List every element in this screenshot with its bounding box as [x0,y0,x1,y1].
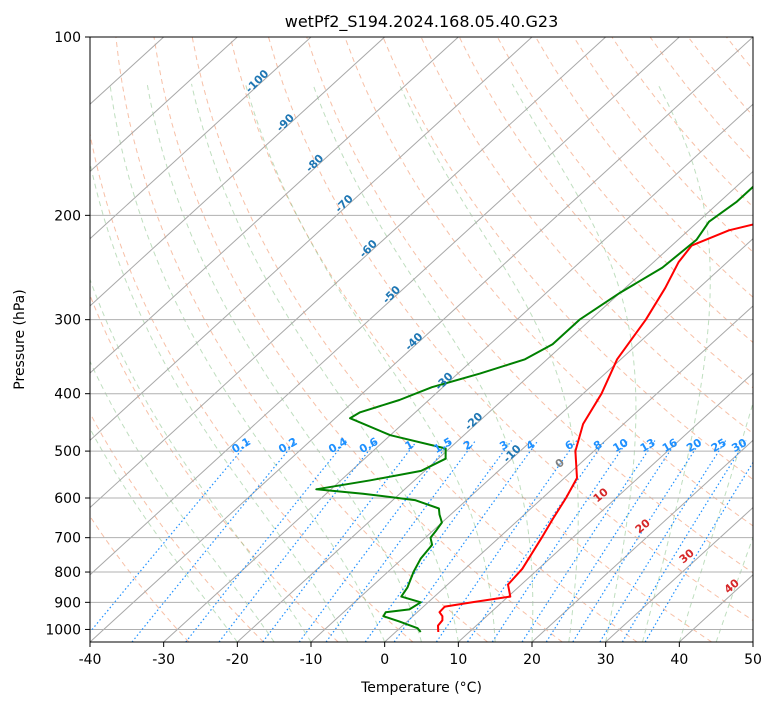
mixing-ratio-line [621,440,747,642]
axis-ticks: -40 -30 -20 -10 0 10 20 30 40 50 1000 900 800 700 600 5… [45,30,762,668]
mixing-ratio-line [466,440,606,642]
mixing-ratio-line [572,440,702,642]
dry-adiabat-line [191,37,638,642]
isotherm-line [90,37,312,240]
mixing-ratio-lines [90,440,753,642]
plot-frame [89,36,754,643]
x-tick-label: -30 [152,652,175,668]
x-axis-label: Temperature (°C) [360,680,482,696]
x-tick-label: 50 [744,652,762,668]
y-tick-label: 300 [54,313,81,329]
mixing-ratio-line [599,440,727,642]
moist-adiabat-line [312,83,534,642]
dry-adiabat-line [90,293,339,642]
mixing-ratio-line [218,440,378,642]
dry-adiabat-line [115,37,488,642]
moist-adiabat-line [642,83,711,642]
mixing-ratio-line [325,440,476,642]
x-tick-label: 20 [523,652,541,668]
temperature-line [437,223,753,633]
mixing-ratio-line [131,440,297,642]
mixing-ratio-line [435,440,578,642]
dry-adiabat-line [458,37,753,389]
mixing-ratio-line [644,461,753,642]
isotherm-line [90,37,459,374]
moist-adiabat-line [244,83,496,642]
y-tick-label: 900 [54,595,81,611]
isotherm-line [90,37,386,307]
profile-lines [315,185,753,633]
x-tick-label: 40 [670,652,688,668]
isotherm-line [457,372,753,642]
moist-adiabat-line [146,83,422,642]
mixing-ratio-line [90,440,251,633]
x-tick-label: 30 [597,652,615,668]
isotherm-line [236,170,753,642]
mixing-ratio-line [521,440,656,642]
isotherm-line [384,305,753,642]
isotherm-line [163,103,753,642]
dry-adiabat-line [496,37,753,344]
y-tick-label: 600 [54,491,81,507]
x-tick-label: -20 [226,652,249,668]
y-tick-label: 500 [54,444,81,460]
moist-adiabat-line [398,83,579,642]
y-tick-label: 100 [54,30,81,46]
grid-lines [90,37,753,642]
moist-adiabat-line [90,160,349,642]
isotherm-line [605,506,753,642]
y-tick-label: 200 [54,208,81,224]
isotherm-line [531,439,753,642]
isotherm-line [90,37,607,509]
isotherm-line [752,641,753,642]
y-tick-label: 1000 [45,622,81,638]
dewpoint-line [315,185,753,633]
dry-adiabat-line [306,37,753,574]
x-tick-label: -40 [79,652,102,668]
x-tick-label: -10 [300,652,323,668]
x-tick-label: 10 [449,652,467,668]
dry-adiabat-line [153,37,563,642]
isotherm-line [310,237,753,642]
y-tick-label: 700 [54,531,81,547]
moist-adiabat-line [678,401,753,642]
dry-adiabat-line [90,412,264,642]
isotherm-line [90,37,238,173]
dry-adiabat-line [268,37,753,622]
dry-adiabat-line [90,515,190,642]
isotherm-line [90,37,533,442]
isotherm-line [90,37,753,642]
isotherm-line [90,37,680,576]
moist-adiabat-line [90,278,312,642]
y-axis-label: Pressure (hPa) [12,289,28,389]
dry-adiabat-line [765,37,775,642]
mixing-ratio-line [364,440,512,642]
y-tick-label: 400 [54,387,81,403]
mixing-ratio-line [545,440,678,642]
y-tick-label: 800 [54,565,81,581]
x-tick-label: 0 [380,652,389,668]
mixing-ratio-line [491,440,629,642]
chart-title: wetPf2_S194.2024.168.05.40.G23 [285,12,559,32]
